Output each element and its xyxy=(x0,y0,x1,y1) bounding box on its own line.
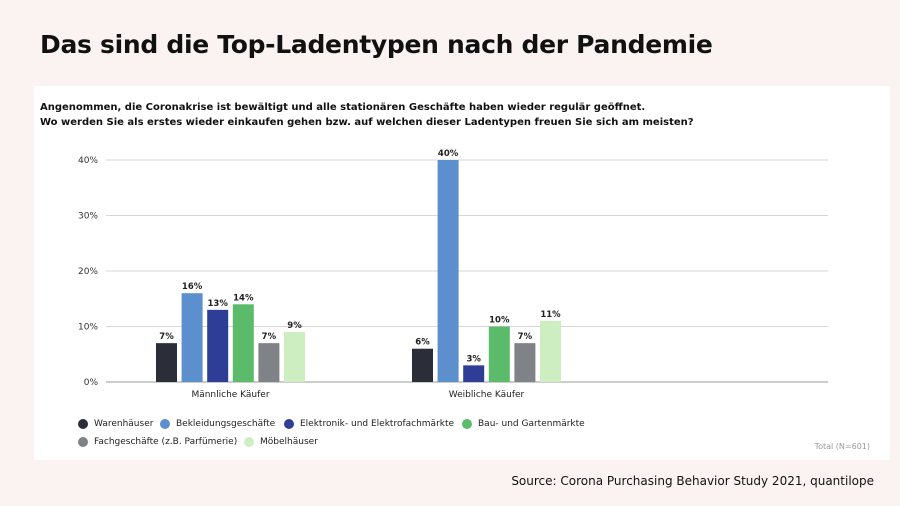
legend-label: Warenhäuser xyxy=(94,419,154,429)
data-label: 14% xyxy=(233,293,254,303)
y-tick-label: 0% xyxy=(84,378,99,388)
bar xyxy=(463,365,485,382)
bar xyxy=(540,320,561,382)
data-label: 11% xyxy=(540,310,561,320)
y-tick-label: 40% xyxy=(78,156,98,166)
category-label: Männliche Käufer xyxy=(191,390,269,400)
bar xyxy=(488,326,510,382)
bar xyxy=(514,343,536,382)
data-label: 9% xyxy=(287,321,302,331)
bar xyxy=(412,348,433,382)
legend-label: Bekleidungsgeschäfte xyxy=(176,419,276,429)
bar xyxy=(156,343,177,382)
bar xyxy=(284,332,305,382)
y-tick-label: 10% xyxy=(78,323,98,333)
data-label: 6% xyxy=(415,338,430,348)
legend-item: Elektronik- und Elektrofachmärkte xyxy=(284,419,454,429)
legend-swatch xyxy=(462,419,472,429)
data-label: 3% xyxy=(466,354,481,364)
data-label: 10% xyxy=(489,316,510,326)
question-line-1: Angenommen, die Coronakrise ist bewältig… xyxy=(40,102,646,113)
y-tick-label: 30% xyxy=(78,212,98,222)
data-label: 7% xyxy=(518,332,533,342)
page-title: Das sind die Top-Ladentypen nach der Pan… xyxy=(40,30,713,59)
legend-label: Fachgeschäfte (z.B. Parfümerie) xyxy=(94,437,238,447)
data-label: 16% xyxy=(182,282,203,292)
legend-item: Warenhäuser xyxy=(78,419,153,429)
bar xyxy=(437,160,459,382)
category-label: Weibliche Käufer xyxy=(449,390,525,400)
legend-swatch xyxy=(78,437,88,447)
legend-item: Möbelhäuser xyxy=(244,437,318,447)
legend-swatch xyxy=(160,419,170,429)
bar-chart: 0% 10% 20% 30% 40% 7% 16% 13% 14% 7% 9% Männliche K… xyxy=(78,149,828,400)
legend-swatch xyxy=(244,437,254,447)
data-label: 40% xyxy=(438,149,459,159)
data-label: 7% xyxy=(262,332,277,342)
question-line-2: Wo werden Sie als erstes wieder einkaufe… xyxy=(40,117,694,128)
legend-swatch xyxy=(284,419,294,429)
legend-label: Möbelhäuser xyxy=(260,437,318,447)
legend-label: Elektronik- und Elektrofachmärkte xyxy=(300,419,455,429)
bar xyxy=(181,293,203,382)
bar xyxy=(232,304,254,382)
data-label: 7% xyxy=(159,332,174,342)
data-label: 13% xyxy=(208,299,229,309)
legend-item: Fachgeschäfte (z.B. Parfümerie) xyxy=(78,437,237,447)
legend-item: Bau- und Gartenmärkte xyxy=(462,419,585,429)
bar xyxy=(207,309,229,382)
chart-panel: Angenommen, die Coronakrise ist bewältig… xyxy=(34,86,890,460)
legend-item: Bekleidungsgeschäfte xyxy=(160,419,275,429)
legend-label: Bau- und Gartenmärkte xyxy=(478,419,585,429)
y-tick-label: 20% xyxy=(78,267,98,277)
sample-size-note: Total (N=601) xyxy=(814,442,870,451)
survey-question: Angenommen, die Coronakrise ist bewältig… xyxy=(40,100,880,130)
source-note: Source: Corona Purchasing Behavior Study… xyxy=(511,474,874,488)
bar xyxy=(258,343,280,382)
legend-swatch xyxy=(78,419,88,429)
